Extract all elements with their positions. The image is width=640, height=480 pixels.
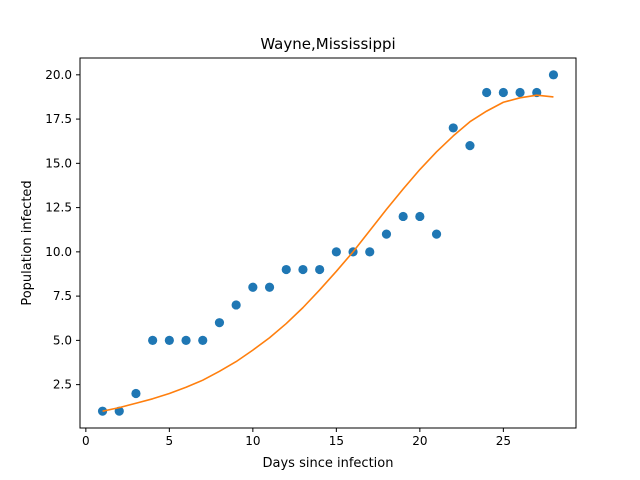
scatter-point [331, 247, 341, 257]
scatter-point [315, 264, 325, 275]
y-tick-label: 5.0 [53, 333, 72, 347]
scatter-point [515, 87, 525, 98]
scatter-point [281, 264, 291, 275]
scatter-point [181, 335, 191, 345]
y-tick-label: 10.0 [45, 245, 72, 259]
scatter-point [264, 282, 275, 292]
x-tick-label: 15 [329, 434, 344, 448]
scatter-point [248, 282, 258, 292]
scatter-point [548, 70, 559, 80]
y-tick-label: 7.5 [53, 289, 72, 303]
scatter-point [498, 87, 508, 98]
scatter-point [198, 335, 208, 345]
chart-title: Wayne,Mississippi [260, 35, 395, 53]
x-tick-label: 5 [166, 434, 174, 448]
y-tick-label: 12.5 [45, 201, 72, 215]
y-tick-label: 2.5 [53, 378, 72, 392]
scatter-point [131, 388, 141, 399]
scatter-point [164, 335, 174, 345]
x-axis-label: Days since infection [263, 456, 394, 471]
scatter-point [448, 123, 458, 133]
y-tick-label: 15.0 [45, 156, 72, 170]
y-axis-label: Population infected [20, 180, 35, 305]
x-tick-label: 25 [496, 434, 511, 448]
y-axis-ticks: 2.5 5.0 7.5 10.0 12.5 15.0 17.5 20.0 [45, 68, 80, 392]
scatter-point [415, 211, 425, 222]
x-tick-label: 0 [82, 434, 90, 448]
scatter-point [148, 335, 158, 345]
scatter-point [465, 141, 475, 151]
scatter-point [214, 318, 225, 328]
scatter-point [298, 264, 308, 275]
y-tick-label: 17.5 [45, 112, 72, 126]
x-tick-label: 10 [245, 434, 260, 448]
y-tick-label: 20.0 [45, 68, 72, 82]
scatter-point [231, 300, 241, 310]
scatter-point [365, 247, 375, 257]
x-tick-label: 20 [412, 434, 427, 448]
scatter-point [381, 229, 392, 239]
plot-frame [79, 57, 577, 429]
scatter-point [398, 211, 408, 222]
scatter-point [482, 87, 492, 98]
x-axis-ticks: 0 5 10 15 20 25 [82, 428, 511, 448]
fit-line [102, 94, 554, 412]
scatter-point [431, 229, 442, 239]
plot-area [97, 70, 559, 416]
